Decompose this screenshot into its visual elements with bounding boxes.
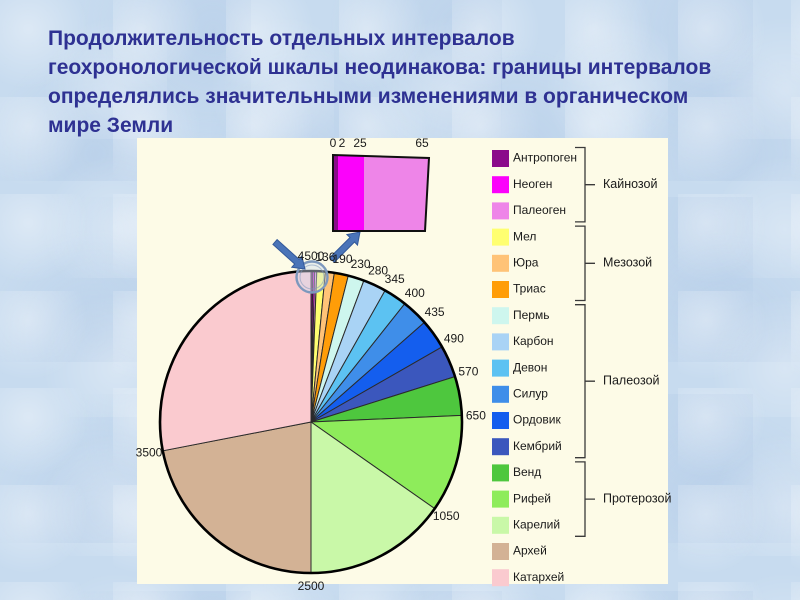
legend-label-15: Архей — [513, 544, 547, 558]
legend-item-1: Неоген — [492, 176, 552, 194]
legend-item-3: Мел — [492, 228, 536, 246]
legend-label-0: Антропоген — [513, 151, 577, 165]
legend-item-9: Силур — [492, 385, 548, 403]
legend-item-7: Карбон — [492, 333, 554, 351]
legend-label-13: Рифей — [513, 491, 551, 505]
legend-item-14: Карелий — [492, 516, 560, 534]
legend-label-16: Катархей — [513, 570, 564, 584]
title-line-4: мире Земли — [48, 114, 174, 137]
legend-swatch-5 — [492, 281, 509, 298]
legend-label-10: Ордовик — [513, 413, 561, 427]
legend-swatch-11 — [492, 438, 509, 456]
legend-swatch-16 — [492, 569, 509, 587]
legend-item-2: Палеоген — [492, 202, 566, 220]
magnifier-inner-ring — [299, 264, 325, 290]
legend-swatch-15 — [492, 543, 509, 560]
title-line-1: Продолжительность отдельных интервалов — [48, 27, 515, 50]
arrow-icon-to-slivers — [272, 238, 306, 270]
legend-swatch-12 — [492, 464, 509, 482]
inset-strip-neogen — [338, 156, 364, 230]
era-label-1: Мезозой — [603, 256, 652, 270]
legend-item-5: Триас — [492, 281, 546, 298]
legend-label-14: Карелий — [513, 517, 560, 531]
rim-label-435: 435 — [425, 305, 445, 319]
slide-title: Продолжительность отдельных интервалов г… — [48, 24, 758, 140]
legend-item-4: Юра — [492, 254, 539, 272]
legend-item-10: Ордовик — [492, 412, 561, 429]
inset-label-65: 65 — [415, 136, 429, 150]
era-bracket-0 — [575, 146, 595, 223]
legend-label-5: Триас — [513, 282, 546, 296]
legend-swatch-9 — [492, 385, 509, 403]
inset-strip-antropogen — [334, 156, 338, 230]
rim-label-570: 570 — [458, 365, 478, 379]
legend-label-12: Венд — [513, 465, 541, 479]
rim-label-1050: 1050 — [433, 509, 460, 523]
legend-swatch-1 — [492, 176, 509, 194]
legend-item-6: Пермь — [492, 307, 549, 325]
legend-swatch-4 — [492, 254, 509, 272]
legend-label-6: Пермь — [513, 308, 549, 322]
era-label-0: Кайнозой — [603, 177, 657, 191]
title-line-3: определялись значительными изменениями в… — [48, 85, 689, 108]
inset-box-border — [332, 153, 431, 232]
legend-label-4: Юра — [513, 255, 539, 269]
legend-item-16: Катархей — [492, 569, 564, 587]
rim-label-136: 136 — [315, 250, 335, 264]
legend-label-8: Девон — [513, 360, 547, 374]
inset-label-25: 25 — [353, 136, 367, 150]
rim-label-3500: 3500 — [136, 446, 163, 460]
pie-rim — [158, 269, 464, 575]
legend-swatch-7 — [492, 333, 509, 351]
era-bracket-1 — [575, 225, 595, 302]
era-label-2: Палеозой — [603, 373, 660, 387]
rim-label-400: 400 — [405, 286, 425, 300]
rim-label-345: 345 — [385, 272, 405, 286]
rim-label-650: 650 — [466, 408, 486, 422]
legend-swatch-10 — [492, 412, 509, 429]
rim-label-280: 280 — [368, 263, 388, 277]
era-label-3: Протерозой — [603, 491, 671, 505]
pie-slice-16 — [159, 270, 312, 452]
legend-swatch-14 — [492, 516, 509, 534]
era-bracket-3 — [575, 461, 595, 537]
title-line-2: геохронологической шкалы неодинакова: гр… — [48, 56, 712, 79]
legend-swatch-3 — [492, 228, 509, 246]
legend-label-2: Палеоген — [513, 203, 566, 217]
legend-swatch-6 — [492, 307, 509, 325]
rim-label-190: 190 — [332, 252, 352, 266]
legend-label-11: Кембрий — [513, 439, 562, 453]
legend-label-7: Карбон — [513, 334, 554, 348]
legend-swatch-2 — [492, 202, 509, 220]
legend-item-0: Антропоген — [492, 150, 577, 167]
inset-label-2: 2 — [339, 136, 346, 150]
legend-label-9: Силур — [513, 386, 548, 400]
legend-swatch-13 — [492, 490, 509, 508]
arrow-icon-to-inset — [328, 231, 361, 264]
rim-label-2500: 2500 — [298, 579, 325, 593]
rim-label-490: 490 — [444, 332, 464, 346]
legend-swatch-8 — [492, 359, 509, 377]
era-bracket-2 — [575, 304, 595, 459]
legend-item-8: Девон — [492, 359, 547, 377]
legend-label-1: Неоген — [513, 177, 552, 191]
chart-panel: 0 2 25 65 136 190 230 280 345 400 435 490 570 650 1050… — [136, 136, 672, 593]
legend-item-15: Архей — [492, 543, 547, 560]
rim-label-4500: 4500 — [298, 249, 325, 263]
legend-item-12: Венд — [492, 464, 541, 482]
legend-swatch-0 — [492, 150, 509, 167]
legend-item-11: Кембрий — [492, 438, 562, 456]
legend-item-13: Рифей — [492, 490, 551, 508]
rim-label-230: 230 — [351, 257, 371, 271]
inset-label-0: 0 — [330, 136, 337, 150]
legend-label-3: Мел — [513, 229, 536, 243]
